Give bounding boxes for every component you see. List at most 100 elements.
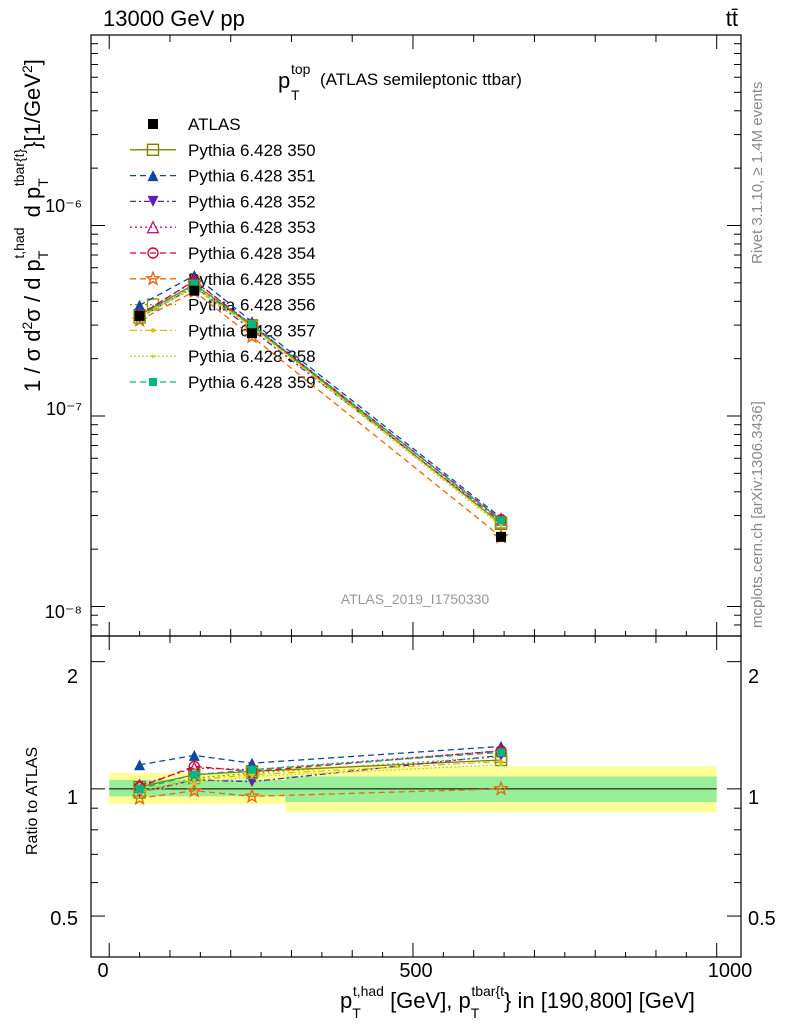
series-point-ratio bbox=[250, 774, 254, 779]
ratio-ytick-label: 2 bbox=[67, 666, 78, 688]
legend-label: ATLAS bbox=[188, 115, 241, 134]
legend-marker bbox=[150, 328, 156, 333]
series-line-main bbox=[139, 285, 502, 526]
series-line-ratio bbox=[139, 788, 502, 799]
ratio-y-tick-labels: 2 1 0.5 2 1 0.5 bbox=[50, 666, 776, 930]
series-line-main bbox=[139, 283, 502, 525]
legend-item: Pythia 6.428 357 bbox=[130, 321, 316, 340]
ratio-ytick-label-right: 0.5 bbox=[748, 908, 776, 930]
series-point-ratio bbox=[497, 748, 506, 757]
legend-marker bbox=[147, 195, 159, 207]
series-line-ratio bbox=[139, 750, 502, 788]
plot-title-main: p bbox=[278, 68, 290, 93]
analysis-id-label: ATLAS_2019_I1750330 bbox=[341, 591, 490, 607]
legend-item: Pythia 6.428 354 bbox=[130, 244, 316, 263]
legend-marker bbox=[147, 247, 159, 259]
series-point-ratio bbox=[135, 784, 144, 793]
legend-item: ATLAS bbox=[148, 115, 241, 134]
series-point-main bbox=[497, 516, 506, 525]
atlas-data-point bbox=[189, 285, 200, 296]
legend-item: Pythia 6.428 350 bbox=[130, 141, 316, 160]
y-axis-title-main: 1 / σ d2σ / d pTt,had d pTtbar{t}}[1/GeV… bbox=[11, 59, 51, 392]
series-point-main bbox=[247, 320, 256, 329]
xtick-label: 1000 bbox=[708, 960, 753, 982]
legend-marker bbox=[146, 143, 160, 157]
plot-title-rest: (ATLAS semileptonic ttbar) bbox=[320, 70, 522, 89]
energy-label: 13000 GeV pp bbox=[103, 6, 245, 31]
legend-marker bbox=[146, 220, 160, 234]
xtick-label: 0 bbox=[97, 960, 108, 982]
main-ytick-label: 10⁻⁸ bbox=[45, 602, 82, 622]
x-axis-title: pTt,had [GeV], pTtbar{t} in [190,800] [G… bbox=[340, 983, 695, 1021]
series-line-ratio bbox=[139, 745, 502, 766]
main-ytick-label: 10⁻⁷ bbox=[46, 399, 82, 419]
ratio-ytick-label: 1 bbox=[67, 787, 78, 809]
series-point-ratio bbox=[247, 765, 256, 774]
ratio-frame-border bbox=[90, 635, 742, 958]
ratio-ytick-label-right: 1 bbox=[748, 787, 759, 809]
legend-item: Pythia 6.428 353 bbox=[130, 218, 316, 237]
atlas-data-point bbox=[134, 310, 145, 321]
series-line-ratio bbox=[139, 756, 502, 794]
legend-marker bbox=[151, 354, 155, 358]
legend-label: Pythia 6.428 353 bbox=[188, 218, 316, 237]
series-line-main bbox=[139, 283, 502, 521]
legend-label: Pythia 6.428 355 bbox=[188, 270, 316, 289]
legend-label: Pythia 6.428 354 bbox=[188, 244, 316, 263]
series-point-main bbox=[499, 524, 503, 528]
series-point-ratio bbox=[192, 781, 196, 786]
legend-item: Pythia 6.428 355 bbox=[130, 270, 316, 289]
legend-label: Pythia 6.428 351 bbox=[188, 167, 316, 186]
svg-text:pTt,had [GeV], pTtbar{t} in [1: pTt,had [GeV], pTtbar{t} in [190,800] [G… bbox=[340, 983, 695, 1021]
plot-title-sub: T bbox=[291, 87, 300, 103]
legend-label: Pythia 6.428 352 bbox=[188, 192, 316, 211]
legend-label: Pythia 6.428 356 bbox=[188, 296, 316, 315]
main-y-tick-labels: 10⁻⁶ 10⁻⁷ 10⁻⁸ bbox=[45, 196, 82, 622]
mcplots-label: mcplots.cern.ch [arXiv:1306.3436] bbox=[749, 401, 766, 628]
ratio-ytick-label: 0.5 bbox=[50, 908, 78, 930]
series-line-ratio bbox=[139, 751, 502, 790]
series-point-ratio bbox=[493, 780, 510, 796]
series-line-main bbox=[139, 287, 502, 527]
series-group bbox=[131, 270, 510, 806]
series-line-ratio bbox=[139, 750, 502, 786]
series-line-main bbox=[139, 274, 502, 519]
series-point-ratio bbox=[498, 759, 504, 764]
atlas-data-point bbox=[246, 328, 257, 339]
legend-marker bbox=[147, 170, 159, 182]
plot-title-sup: top bbox=[291, 61, 311, 77]
series-line-main bbox=[139, 279, 502, 521]
y-axis-title-ratio: Ratio to ATLAS bbox=[24, 747, 41, 855]
series-line-ratio bbox=[139, 754, 502, 794]
atlas-data-point bbox=[496, 531, 507, 542]
legend-item: Pythia 6.428 352 bbox=[130, 192, 316, 211]
svg-text:1 / σ d2σ / d pTt,had d pTtbar: 1 / σ d2σ / d pTt,had d pTtbar{t}}[1/GeV… bbox=[11, 59, 51, 392]
series-point-ratio bbox=[190, 770, 199, 779]
rivet-label: Rivet 3.1.10, ≥ 1.4M events bbox=[749, 82, 766, 265]
series-point-ratio bbox=[499, 763, 503, 767]
series-point-ratio bbox=[134, 759, 146, 771]
legend-label: Pythia 6.428 350 bbox=[188, 141, 316, 160]
legend-item: Pythia 6.428 351 bbox=[130, 167, 316, 186]
series-point-ratio bbox=[131, 789, 148, 806]
series-point-main bbox=[190, 280, 199, 289]
ratio-panel bbox=[90, 635, 742, 958]
series-line-main bbox=[139, 280, 502, 521]
x-tick-labels: 0 500 1000 bbox=[97, 960, 752, 982]
ratio-ytick-label-right: 2 bbox=[748, 666, 759, 688]
legend-marker bbox=[148, 119, 158, 129]
series-point-ratio bbox=[186, 782, 203, 798]
series-line-ratio bbox=[139, 764, 502, 794]
series-point-main bbox=[134, 299, 146, 311]
series-point-ratio bbox=[192, 777, 197, 783]
series-line-ratio bbox=[139, 759, 502, 788]
legend-marker bbox=[149, 378, 157, 386]
legend-marker bbox=[144, 270, 162, 286]
legend-label: Pythia 6.428 359 bbox=[188, 373, 316, 392]
main-ytick-label: 10⁻⁶ bbox=[45, 196, 82, 216]
legend-item: Pythia 6.428 359 bbox=[130, 373, 316, 392]
process-label: tt̄ bbox=[726, 6, 738, 31]
series-line-main bbox=[139, 290, 502, 538]
